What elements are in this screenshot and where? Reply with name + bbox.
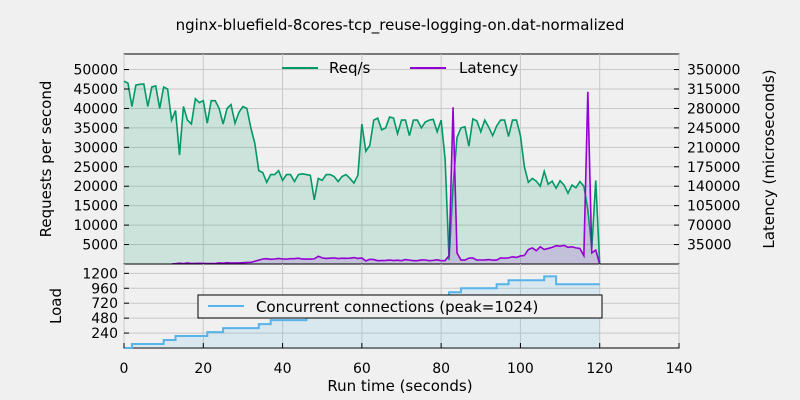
x-tick-label-5: 100 — [507, 361, 534, 377]
x-tick-label-0: 0 — [120, 361, 129, 377]
x-tick-label-3: 60 — [353, 361, 371, 377]
y-tick-label-0: 5000 — [82, 238, 118, 254]
y-tick-label-6: 35000 — [73, 121, 118, 137]
req-area — [124, 81, 600, 264]
bottom-legend: Concurrent connections (peak=1024) — [197, 294, 603, 319]
x-axis-label: Run time (seconds) — [327, 377, 472, 395]
y-tick-label-1: 10000 — [73, 218, 118, 234]
x-tick-label-4: 80 — [432, 361, 450, 377]
latency-line — [171, 91, 601, 265]
load-tick-label-3: 960 — [91, 281, 118, 297]
y2-tick-label-5: 210000 — [687, 140, 740, 156]
y-tick-label-3: 20000 — [73, 179, 118, 195]
y2-tick-label-8: 315000 — [687, 82, 740, 98]
y-tick-label-2: 15000 — [73, 199, 118, 215]
req-line — [123, 80, 601, 265]
top-y2-ticks: 35000 70000 105000 140000 175000 210000 245000… — [674, 63, 740, 254]
x-tick-label-2: 40 — [274, 361, 292, 377]
y2-axis-label: Latency (microseconds) — [760, 69, 778, 248]
y2-tick-label-9: 350000 — [687, 63, 740, 79]
y2-tick-label-3: 140000 — [687, 179, 740, 195]
y-tick-label-7: 40000 — [73, 101, 118, 117]
top-legend: Req/s Latency — [282, 59, 518, 77]
legend-label-load: Concurrent connections (peak=1024) — [256, 298, 538, 316]
load-tick-label-2: 720 — [91, 296, 118, 312]
load-axis-label: Load — [47, 288, 65, 324]
x-tick-label-1: 20 — [194, 361, 212, 377]
y2-tick-label-0: 35000 — [687, 238, 732, 254]
latency-area — [171, 91, 600, 265]
bottom-legend-box — [197, 294, 603, 319]
load-tick-label-0: 240 — [91, 326, 118, 342]
y2-tick-label-7: 280000 — [687, 101, 740, 117]
x-ticks: 0 20 40 60 80 100 120 140 — [120, 343, 693, 377]
y2-tick-label-1: 70000 — [687, 218, 732, 234]
legend-label-req: Req/s — [329, 59, 371, 77]
y-axis-label: Requests per second — [37, 81, 55, 238]
load-tick-label-4: 1200 — [82, 266, 118, 282]
load-tick-label-1: 480 — [91, 311, 118, 327]
y-tick-label-8: 45000 — [73, 82, 118, 98]
y2-tick-label-2: 105000 — [687, 199, 740, 215]
top-panel: 5000 10000 15000 20000 25000 30000 35000 40000 4… — [37, 53, 778, 265]
legend-label-latency: Latency — [459, 59, 518, 77]
y2-tick-label-4: 175000 — [687, 160, 740, 176]
top-y-ticks: 5000 10000 15000 20000 25000 30000 35000 40000 4… — [73, 63, 129, 254]
top-series-layer — [123, 80, 601, 265]
x-tick-label-7: 140 — [666, 361, 693, 377]
x-tick-label-6: 120 — [586, 361, 613, 377]
y-tick-label-5: 30000 — [73, 140, 118, 156]
chart-title: nginx-bluefield-8cores-tcp_reuse-logging… — [176, 16, 625, 35]
y2-tick-label-6: 245000 — [687, 121, 740, 137]
y-tick-label-9: 50000 — [73, 63, 118, 79]
y-tick-label-4: 25000 — [73, 160, 118, 176]
